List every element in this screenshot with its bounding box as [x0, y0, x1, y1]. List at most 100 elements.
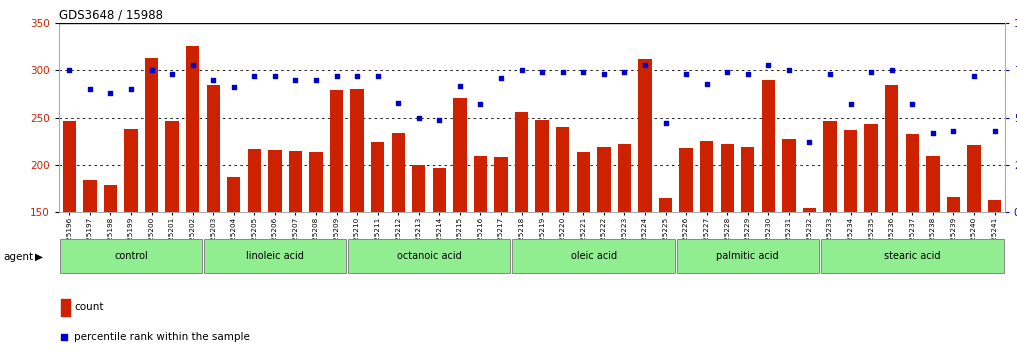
Text: count: count — [74, 302, 104, 312]
Point — [369, 73, 385, 79]
Bar — [556, 127, 570, 354]
Point — [514, 68, 530, 73]
Point — [391, 100, 407, 105]
Bar — [227, 177, 240, 354]
Bar — [741, 147, 755, 354]
FancyBboxPatch shape — [60, 239, 202, 273]
Bar — [351, 89, 364, 354]
Bar — [864, 124, 878, 354]
Point — [81, 86, 98, 92]
Text: control: control — [114, 251, 147, 261]
Point — [56, 335, 72, 340]
Bar — [659, 198, 672, 354]
FancyBboxPatch shape — [204, 239, 346, 273]
Bar — [515, 112, 528, 354]
Bar — [844, 130, 857, 354]
Text: linoleic acid: linoleic acid — [246, 251, 304, 261]
Point — [678, 71, 695, 77]
Point — [472, 102, 488, 107]
Text: oleic acid: oleic acid — [571, 251, 616, 261]
Point — [143, 68, 160, 73]
Point — [103, 90, 119, 96]
FancyBboxPatch shape — [348, 239, 511, 273]
Text: octanoic acid: octanoic acid — [397, 251, 462, 261]
Bar — [639, 59, 652, 354]
FancyBboxPatch shape — [821, 239, 1004, 273]
Point — [616, 69, 633, 75]
Point — [576, 69, 592, 75]
Point — [822, 71, 838, 77]
Bar — [309, 152, 322, 354]
Bar — [371, 142, 384, 354]
Point — [719, 69, 735, 75]
Bar — [720, 144, 734, 354]
Text: ▶: ▶ — [35, 252, 43, 262]
Point — [657, 121, 673, 126]
Bar — [166, 121, 179, 354]
Bar — [104, 185, 117, 354]
Bar — [454, 98, 467, 354]
Text: percentile rank within the sample: percentile rank within the sample — [74, 332, 250, 342]
Bar — [536, 120, 549, 354]
Point — [123, 86, 139, 92]
Point — [288, 77, 304, 83]
Point — [801, 139, 818, 145]
Point — [863, 69, 880, 75]
Point — [637, 62, 653, 68]
Point — [924, 130, 941, 136]
Text: agent: agent — [3, 252, 34, 262]
Point — [308, 77, 324, 83]
Point — [205, 77, 222, 83]
Bar — [474, 156, 487, 354]
Point — [986, 128, 1003, 134]
Point — [842, 102, 858, 107]
Point — [61, 68, 77, 73]
Bar — [124, 129, 137, 354]
Bar — [597, 147, 610, 354]
Point — [966, 73, 982, 79]
Point — [554, 69, 571, 75]
Bar — [412, 165, 425, 354]
Bar — [144, 58, 159, 354]
Point — [184, 62, 200, 68]
Point — [493, 75, 510, 81]
Bar — [83, 180, 97, 354]
Point — [699, 81, 715, 86]
Bar — [63, 121, 76, 354]
Bar — [247, 149, 261, 354]
Text: stearic acid: stearic acid — [884, 251, 941, 261]
Bar — [392, 133, 405, 354]
FancyBboxPatch shape — [513, 239, 675, 273]
Point — [411, 115, 427, 120]
Point — [904, 102, 920, 107]
Bar — [206, 85, 220, 354]
Point — [266, 73, 283, 79]
FancyBboxPatch shape — [677, 239, 819, 273]
Text: GDS3648 / 15988: GDS3648 / 15988 — [59, 9, 163, 22]
Bar — [947, 197, 960, 354]
Point — [761, 62, 777, 68]
Bar — [988, 200, 1001, 354]
Bar — [432, 168, 446, 354]
Bar — [700, 141, 713, 354]
Point — [534, 69, 550, 75]
Bar — [679, 148, 693, 354]
Point — [739, 71, 756, 77]
Point — [452, 83, 468, 88]
Bar — [824, 121, 837, 354]
Bar — [494, 158, 507, 354]
Bar — [186, 46, 199, 354]
Text: palmitic acid: palmitic acid — [716, 251, 779, 261]
Point — [884, 68, 900, 73]
Bar — [268, 150, 282, 354]
Bar — [577, 152, 590, 354]
Bar — [926, 156, 940, 354]
Bar — [762, 80, 775, 354]
Point — [246, 73, 262, 79]
Point — [349, 73, 365, 79]
Bar — [885, 85, 898, 354]
Bar — [782, 138, 795, 354]
Bar — [967, 145, 980, 354]
Point — [781, 68, 797, 73]
Bar — [905, 134, 919, 354]
